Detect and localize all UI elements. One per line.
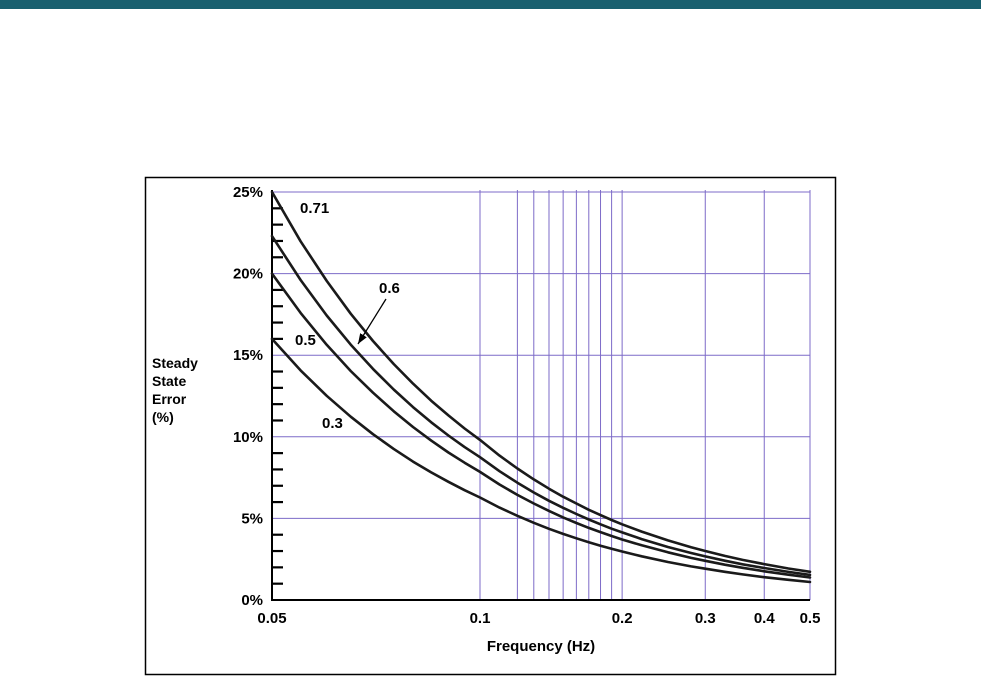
y-tick-label-15%: 15% [233,347,263,364]
curve-0.6 [270,234,812,577]
y-tick-label-20%: 20% [233,266,263,283]
y-axis-title-line-3: (%) [152,409,174,425]
curve-label-0.6: 0.6 [379,280,400,297]
y-tick-label-5%: 5% [241,510,263,527]
curve-label-pointer-arrow [357,298,387,345]
curve-label-0.71: 0.71 [300,200,329,217]
x-tick-label-0.3: 0.3 [695,610,716,627]
curves [270,190,812,584]
y-axis-title-line-0: Steady [152,355,198,371]
axes [271,190,810,601]
curve-label-0.3: 0.3 [322,415,343,432]
curve-0.5 [270,272,812,579]
axis-ticks [272,207,283,585]
x-axis-title: Frequency (Hz) [487,638,595,655]
y-tick-label-25%: 25% [233,184,263,201]
x-tick-label-0.5: 0.5 [800,610,821,627]
y-axis-title-line-2: Error [152,391,187,407]
labels: 0% 5% 10% 15% 20% 25% 0.05 0.1 0.2 0.3 0.4 0.5 0.71 0… [152,184,820,655]
y-tick-label-0%: 0% [241,592,263,609]
curve-0.3 [270,337,812,584]
curve-0.71 [270,190,812,574]
curve-label-0.5: 0.5 [295,332,316,349]
x-tick-label-0.2: 0.2 [612,610,633,627]
x-tick-label-0.1: 0.1 [470,610,491,627]
y-tick-label-10%: 10% [233,429,263,446]
x-tick-label-0.05: 0.05 [257,610,286,627]
grid-lines [272,190,811,600]
y-axis-title-line-1: State [152,373,186,389]
figure-frame [144,176,837,676]
top-accent-bar [0,0,981,9]
x-tick-label-0.4: 0.4 [754,610,776,627]
